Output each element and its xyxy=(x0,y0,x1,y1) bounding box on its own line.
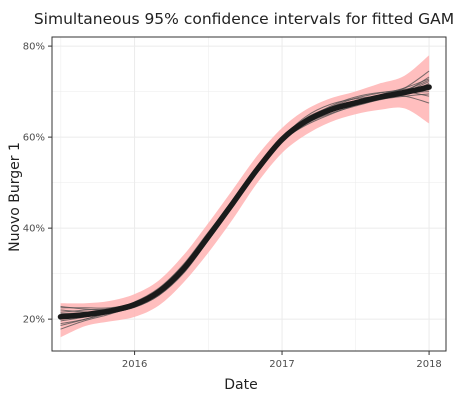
x-tick-label: 2016 xyxy=(122,359,147,370)
chart-title: Simultaneous 95% confidence intervals fo… xyxy=(34,10,454,28)
simulated-draw-line xyxy=(60,79,430,326)
fitted-gam-line xyxy=(57,84,432,320)
y-tick-label: 40% xyxy=(23,224,45,235)
y-tick-label: 60% xyxy=(23,133,45,144)
y-axis-label: Nuovo Burger 1 xyxy=(7,142,23,252)
confidence-band xyxy=(60,55,430,338)
simulated-draw-line xyxy=(60,90,430,313)
x-tick-label: 2017 xyxy=(269,359,294,370)
y-axis-ticks: 20% 40% 60% 80% xyxy=(23,42,52,326)
simulated-draw-line xyxy=(60,85,430,322)
simulated-draw-line xyxy=(60,91,430,313)
x-axis-label: Date xyxy=(224,377,257,393)
confidence-band-area xyxy=(60,55,430,338)
simulated-draw-line xyxy=(60,78,430,325)
x-tick-label: 2018 xyxy=(416,359,441,370)
simulated-draw-line xyxy=(60,89,430,319)
simulated-draw-line xyxy=(60,95,430,311)
y-tick-label: 20% xyxy=(23,315,45,326)
panel-border xyxy=(51,36,447,352)
x-axis-ticks: 2016 2017 2018 xyxy=(122,351,442,370)
fitted-line xyxy=(57,84,432,320)
y-tick-label: 80% xyxy=(23,42,45,53)
